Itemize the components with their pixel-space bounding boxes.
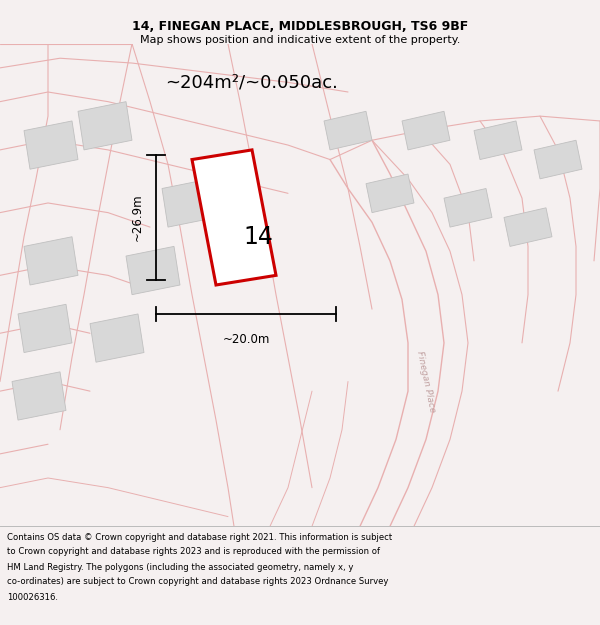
Polygon shape <box>90 314 144 362</box>
Polygon shape <box>444 189 492 227</box>
Polygon shape <box>12 372 66 420</box>
Text: co-ordinates) are subject to Crown copyright and database rights 2023 Ordnance S: co-ordinates) are subject to Crown copyr… <box>7 578 389 586</box>
Polygon shape <box>18 304 72 352</box>
Text: Contains OS data © Crown copyright and database right 2021. This information is : Contains OS data © Crown copyright and d… <box>7 532 392 541</box>
Polygon shape <box>474 121 522 159</box>
Text: ~26.9m: ~26.9m <box>131 194 144 241</box>
Text: 14, FINEGAN PLACE, MIDDLESBROUGH, TS6 9BF: 14, FINEGAN PLACE, MIDDLESBROUGH, TS6 9B… <box>132 20 468 32</box>
Polygon shape <box>24 121 78 169</box>
Text: 100026316.: 100026316. <box>7 592 58 601</box>
Polygon shape <box>366 174 414 213</box>
Polygon shape <box>192 150 276 285</box>
Text: Finegan Place: Finegan Place <box>415 350 437 413</box>
Text: HM Land Registry. The polygons (including the associated geometry, namely x, y: HM Land Registry. The polygons (includin… <box>7 562 353 571</box>
Polygon shape <box>324 111 372 150</box>
Text: Map shows position and indicative extent of the property.: Map shows position and indicative extent… <box>140 35 460 45</box>
Polygon shape <box>504 208 552 246</box>
Polygon shape <box>24 237 78 285</box>
Text: 14: 14 <box>243 225 273 249</box>
Polygon shape <box>162 179 216 227</box>
Polygon shape <box>78 102 132 150</box>
Polygon shape <box>402 111 450 150</box>
Polygon shape <box>126 246 180 294</box>
Polygon shape <box>534 140 582 179</box>
Text: ~20.0m: ~20.0m <box>223 333 269 346</box>
Text: ~204m²/~0.050ac.: ~204m²/~0.050ac. <box>166 73 338 91</box>
Text: to Crown copyright and database rights 2023 and is reproduced with the permissio: to Crown copyright and database rights 2… <box>7 548 380 556</box>
